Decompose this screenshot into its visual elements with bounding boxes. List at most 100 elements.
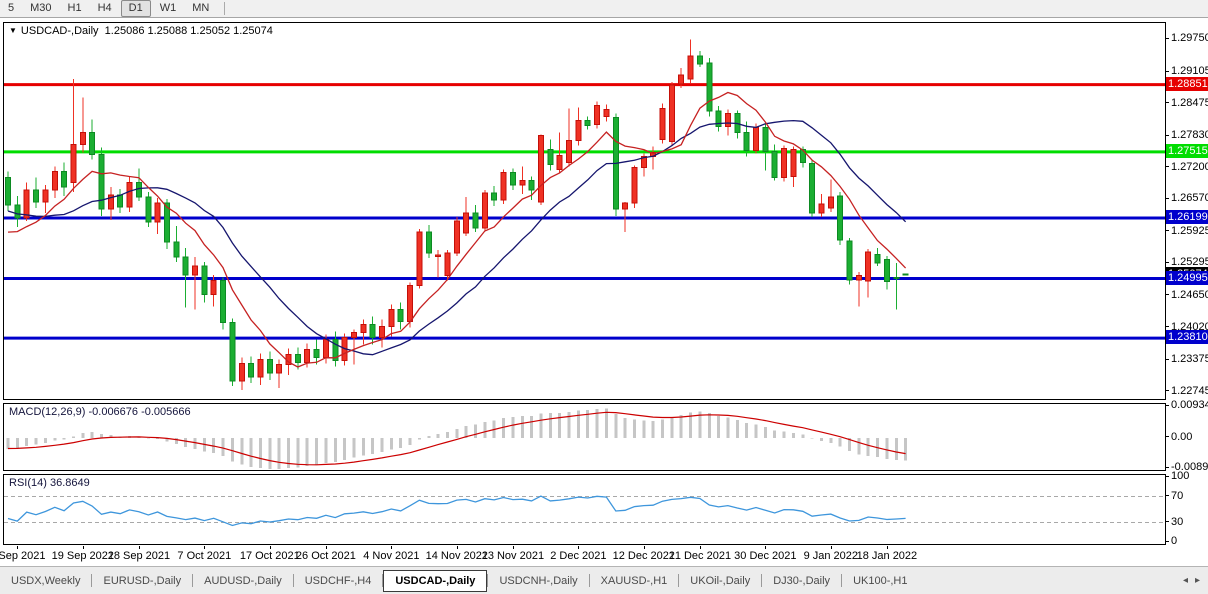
time-axis-label: 26 Oct 2021 [295,550,356,562]
time-axis-label: 7 Oct 2021 [177,550,232,562]
macd-plot[interactable] [4,404,1165,470]
time-axis-label: 4 Nov 2021 [363,550,420,562]
time-axis-tick-mark [699,546,701,549]
toolbar-separator [224,2,226,15]
chart-title: ▼ USDCAD-,Daily 1.25086 1.25088 1.25052 1… [9,25,273,37]
time-axis-label: 19 Sep 2021 [51,550,114,562]
chart-tab-usdx-weekly[interactable]: USDX,Weekly [11,574,81,587]
chart-tab-dj30-daily[interactable]: DJ30-,Daily [773,574,831,587]
price-axis-tick: 1.28475 [1166,97,1208,109]
tab-separator [588,574,590,587]
price-axis-tick: 1.22745 [1166,385,1208,397]
tab-scroll-arrows: ◂ ▸ [1176,575,1200,586]
time-axis-label: 30 Dec 2021 [734,550,797,562]
time-axis-label: 9 Sep 2021 [0,550,46,562]
time-axis-label: 9 Jan 2022 [803,550,859,562]
time-axis-tick-mark [512,546,514,549]
price-axis-tick: 1.25925 [1166,225,1208,237]
scroll-tabs-right-icon[interactable]: ▸ [1194,575,1200,586]
tab-separator [761,574,763,587]
price-axis-tick: 1.26570 [1166,192,1208,204]
chart-tab-usdchf-h4[interactable]: USDCHF-,H4 [304,574,372,587]
time-axis-label: 12 Dec 2021 [612,550,675,562]
level-price-badge: 1.27515 [1166,143,1208,158]
chart-window: ▼ USDCAD-,Daily 1.25086 1.25088 1.25052 1… [0,18,1208,566]
level-price-badge: 1.24995 [1166,270,1208,285]
time-axis-label: 23 Nov 2021 [481,550,545,562]
price-axis-tick: 1.29750 [1166,32,1208,44]
time-axis-label: 2 Dec 2021 [550,550,607,562]
time-axis-label: 17 Oct 2021 [239,550,300,562]
rsi-axis-tick: 30 [1166,516,1183,528]
collapse-triangle-icon[interactable]: ▼ [9,26,17,35]
tab-separator [841,574,843,587]
time-axis-tick-mark [269,546,271,549]
price-chart-panel[interactable]: ▼ USDCAD-,Daily 1.25086 1.25088 1.25052 1… [3,22,1166,400]
chart-tab-usdcnh-daily[interactable]: USDCNH-,Daily [499,574,578,587]
macd-axis-tick: 0.009345 [1166,399,1208,411]
timeframe-button-m30[interactable]: M30 [30,2,52,14]
time-axis-tick-mark [17,546,19,549]
rsi-label: RSI(14) 36.8649 [9,477,90,489]
timeframe-button-d1[interactable]: D1 [120,0,151,17]
macd-label: MACD(12,26,9) -0.006676 -0.005666 [9,406,191,418]
timeframe-button-mn[interactable]: MN [192,2,210,14]
time-axis-label: 28 Sep 2021 [107,550,171,562]
time-axis-tick-mark [643,546,645,549]
scroll-tabs-left-icon[interactable]: ◂ [1182,575,1188,586]
chart-tab-audusd-daily[interactable]: AUDUSD-,Daily [204,574,282,587]
price-axis-tick: 1.23375 [1166,353,1208,365]
level-price-badge: 1.26199 [1166,209,1208,224]
time-axis-tick-mark [138,546,140,549]
price-axis-tick: 1.27830 [1166,129,1208,141]
time-axis-tick-mark [391,546,393,549]
price-axis-tick: 1.24020 [1166,321,1208,333]
time-axis-tick-mark [325,546,327,549]
chart-tab-bar: USDX,Weekly EURUSD-,Daily AUDUSD-,Daily USD… [0,566,1208,594]
rsi-axis-tick: 100 [1166,470,1189,482]
time-axis-tick-mark [204,546,206,549]
chart-ohlc-values: 1.25086 1.25088 1.25052 1.25074 [104,25,273,37]
time-axis-tick-mark [456,546,458,549]
chart-tab-ukoil-daily[interactable]: UKOil-,Daily [690,574,751,587]
chart-symbol-period: USDCAD-,Daily [20,25,99,37]
time-axis-tick-mark [578,546,580,549]
time-axis-tick-mark [886,546,888,549]
time-axis-tick-mark [765,546,767,549]
chart-tab-uk100-h1[interactable]: UK100-,H1 [853,574,908,587]
tab-separator [487,574,489,587]
time-axis-tick-mark [830,546,832,549]
rsi-indicator-panel[interactable]: RSI(14) 36.8649 [3,474,1166,545]
chart-tab-eurusd-daily[interactable]: EURUSD-,Daily [103,574,182,587]
chart-tab-xauusd-h1[interactable]: XAUUSD-,H1 [600,574,668,587]
rsi-axis-tick: 0 [1166,535,1177,547]
price-axis-tick: 1.29105 [1166,65,1208,77]
macd-values: -0.006676 -0.005666 [88,406,191,418]
timeframe-button-h4[interactable]: H4 [97,2,112,14]
price-axis[interactable]: 1.29750 1.29105 1.28475 1.27830 1.27200 1.265… [1166,22,1208,547]
timeframe-button-h1[interactable]: H1 [67,2,82,14]
tab-separator [382,574,384,587]
price-axis-tick: 1.27200 [1166,161,1208,173]
level-price-badge: 1.23810 [1166,330,1208,345]
macd-indicator-panel[interactable]: MACD(12,26,9) -0.006676 -0.005666 [3,403,1166,471]
time-axis-label: 21 Dec 2021 [668,550,732,562]
rsi-axis-tick: 70 [1166,490,1183,502]
tab-separator [292,574,294,587]
timeframe-button-w1[interactable]: W1 [159,2,177,14]
tab-separator [91,574,93,587]
chart-tab-usdcad-daily[interactable]: USDCAD-,Daily [383,569,488,592]
timeframe-toolbar: 5 M30 H1 H4 D1 W1 MN [0,0,1208,18]
time-axis-label: 14 Nov 2021 [425,550,488,562]
tab-separator [192,574,194,587]
candlestick-chart[interactable] [4,23,1165,399]
time-axis-label: 18 Jan 2022 [856,550,918,562]
macd-axis-tick: 0.00 [1166,431,1192,443]
rsi-plot[interactable] [4,475,1165,544]
tab-separator [678,574,680,587]
timeframe-button-5[interactable]: 5 [8,2,15,14]
time-axis-tick-mark [82,546,84,549]
price-axis-tick: 1.24650 [1166,289,1208,301]
